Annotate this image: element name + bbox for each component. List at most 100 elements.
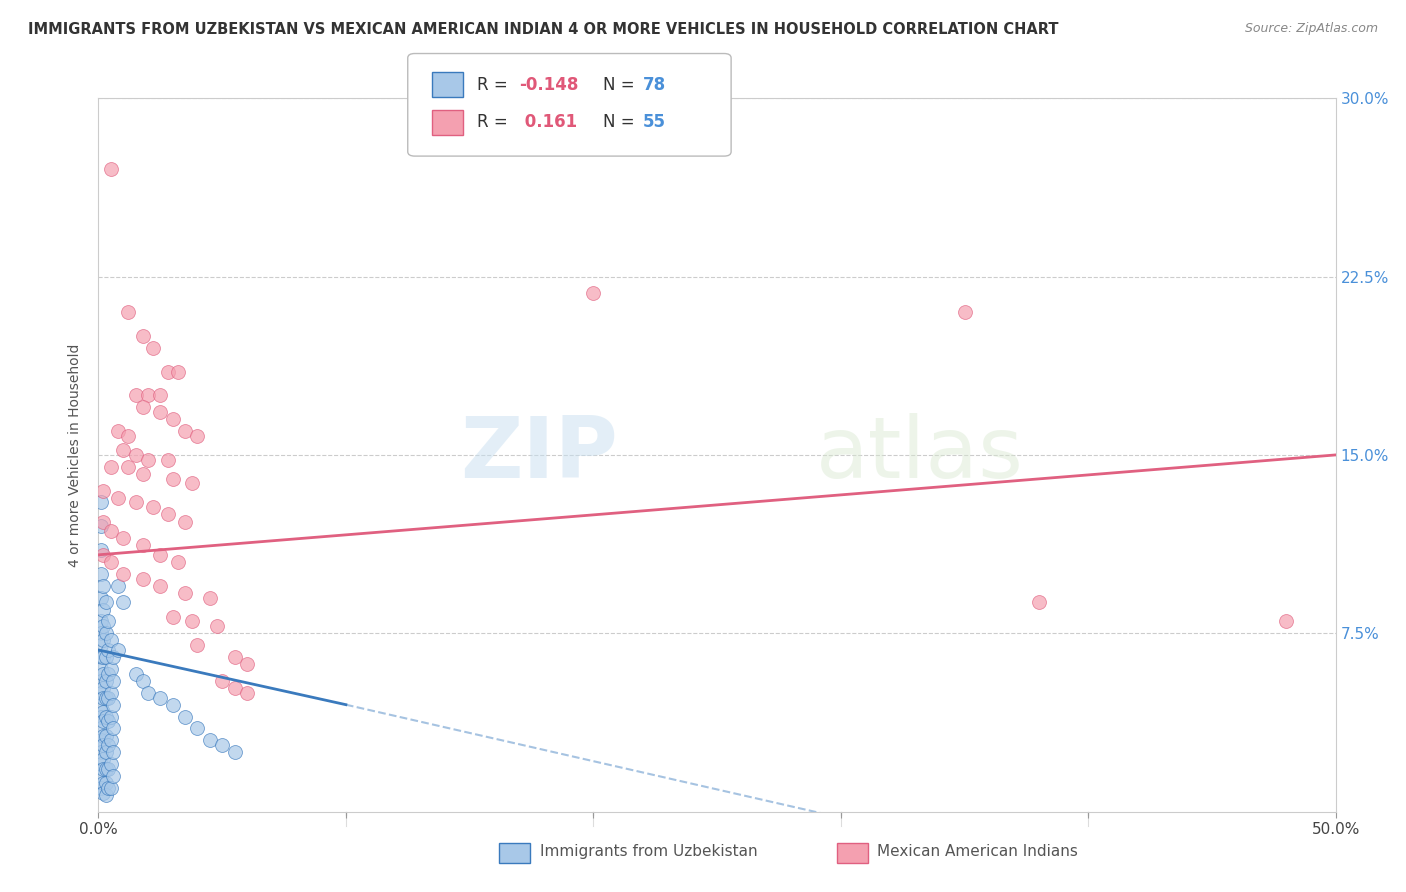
Point [93,681,115,695]
Point [174,424,197,438]
Point [198,733,221,747]
Point [117,305,139,319]
Point [205,619,228,633]
Point [94,595,117,609]
Point [224,681,246,695]
Point [107,643,129,657]
Point [93,752,115,766]
Point [112,566,135,581]
Point [90,626,112,640]
Point [94,745,117,759]
Point [162,412,184,426]
Point [97,762,120,776]
Point [112,531,135,545]
Point [90,757,112,772]
Point [186,429,208,443]
Point [107,579,129,593]
Point [94,729,117,743]
Y-axis label: 4 or more Vehicles in Household: 4 or more Vehicles in Household [69,343,83,566]
Point [132,673,155,688]
Point [1275,615,1298,629]
Point [90,566,112,581]
Point [90,495,112,509]
Text: R =: R = [477,113,513,131]
Point [149,690,172,705]
Point [94,650,117,665]
Point [93,515,115,529]
Point [132,329,155,343]
Point [124,495,146,509]
Point [124,666,146,681]
Text: R =: R = [477,76,513,94]
Point [90,733,112,747]
Text: -0.148: -0.148 [519,76,578,94]
Point [198,591,221,605]
Point [93,762,115,776]
Point [90,673,112,688]
Point [93,786,115,800]
Point [93,690,115,705]
Text: Immigrants from Uzbekistan: Immigrants from Uzbekistan [540,845,758,859]
Point [156,508,179,522]
Point [100,633,122,648]
Point [142,500,165,515]
Point [107,491,129,505]
Point [93,650,115,665]
Point [90,650,112,665]
Point [162,472,184,486]
Point [124,448,146,462]
Point [90,519,112,533]
Point [90,722,112,736]
Text: 0.161: 0.161 [519,113,576,131]
Point [142,341,165,355]
Point [103,745,125,759]
Point [149,405,172,419]
Point [103,722,125,736]
Point [93,619,115,633]
Point [90,709,112,723]
Point [93,579,115,593]
Point [166,365,188,379]
Point [100,555,122,569]
Point [136,388,159,402]
Point [224,745,246,759]
Point [93,602,115,616]
Point [94,776,117,790]
Point [90,686,112,700]
Point [93,714,115,729]
Text: Source: ZipAtlas.com: Source: ZipAtlas.com [1244,22,1378,36]
Point [97,643,120,657]
Point [93,633,115,648]
Point [100,780,122,795]
Point [174,515,197,529]
Point [97,690,120,705]
Point [97,738,120,752]
Text: N =: N = [603,113,640,131]
Point [112,443,135,458]
Point [90,769,112,783]
Point [211,673,233,688]
Point [90,745,112,759]
Text: 55: 55 [643,113,665,131]
Point [136,452,159,467]
Point [100,733,122,747]
Point [132,467,155,481]
Point [90,638,112,652]
Point [186,722,208,736]
Point [97,714,120,729]
Point [94,673,117,688]
Point [236,657,259,672]
Point [90,780,112,795]
Point [90,615,112,629]
Point [100,662,122,676]
Point [149,388,172,402]
Point [93,776,115,790]
Point [149,579,172,593]
Point [94,626,117,640]
Point [211,738,233,752]
Point [93,548,115,562]
Text: IMMIGRANTS FROM UZBEKISTAN VS MEXICAN AMERICAN INDIAN 4 OR MORE VEHICLES IN HOUS: IMMIGRANTS FROM UZBEKISTAN VS MEXICAN AM… [28,22,1059,37]
Point [117,459,139,474]
Point [1028,595,1050,609]
Point [94,709,117,723]
